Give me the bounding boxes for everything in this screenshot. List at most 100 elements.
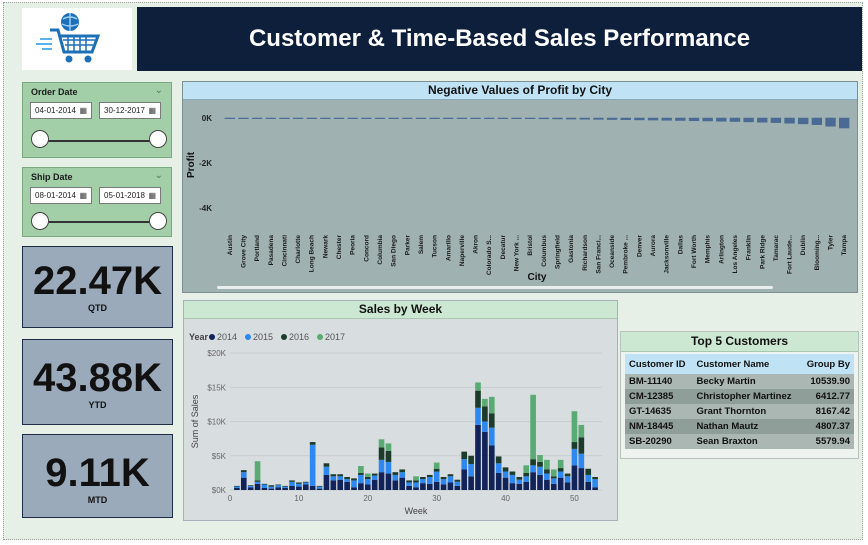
column-header[interactable]: Customer Name — [692, 354, 801, 374]
bar-segment — [240, 470, 247, 473]
bar-segment — [530, 394, 536, 460]
profit-by-city-chart[interactable]: Negative Values of Profit by City 0K -2K -… — [182, 81, 858, 293]
ship-date-slicer[interactable]: Ship Date ⌄ 08-01-2014 ▦ 05-01-2018 ▦ — [22, 167, 172, 237]
calendar-icon[interactable]: ▦ — [79, 191, 87, 200]
ship-date-start-value: 08-01-2014 — [35, 191, 76, 200]
profit-chart-plot[interactable]: 0K -2K -4K Profit Austin Grove City Portland Pa… — [183, 99, 859, 293]
x-tick-label: New York ... — [514, 235, 521, 271]
bar-segment — [234, 485, 240, 487]
bar-segment — [468, 455, 474, 464]
x-tick-label: Franklin — [746, 235, 753, 260]
bar-segment — [337, 476, 344, 480]
bar-segment — [302, 482, 309, 485]
table-row[interactable]: SB-20290 Sean Braxton 5579.94 — [625, 434, 854, 449]
bar-segment — [309, 444, 316, 486]
bar-segment — [413, 482, 419, 488]
y-tick-label: $10K — [207, 418, 226, 427]
order-date-start-input[interactable]: 04-01-2014 ▦ — [30, 102, 92, 119]
bar-segment — [544, 479, 550, 490]
x-tick-label: Decatur — [500, 235, 507, 260]
bar-segment — [337, 474, 344, 477]
bar — [238, 117, 249, 119]
bar — [374, 117, 386, 119]
ship-date-slider-end-handle[interactable] — [149, 212, 167, 230]
x-tick-label: Naperville — [459, 235, 466, 266]
ship-date-slider-track[interactable] — [39, 221, 155, 223]
sales-by-week-chart[interactable]: Sales by Week Year 2014 2015 2016 2017 $0K $5K… — [183, 300, 618, 521]
bar-segment — [364, 479, 371, 485]
page-title: Customer & Time-Based Sales Performance — [137, 7, 862, 71]
kpi-mtd-label: MTD — [87, 495, 108, 505]
x-tick-label: Grove City — [240, 235, 247, 268]
top-customers-table[interactable]: Top 5 Customers Customer ID Customer Nam… — [620, 331, 859, 459]
x-tick-label: Austin — [227, 235, 234, 255]
table-row[interactable]: BM-11140 Becky Martin 10539.90 — [625, 374, 854, 389]
bar — [838, 117, 850, 129]
table-row[interactable]: NM-18445 Nathan Mautz 4807.37 — [625, 419, 854, 434]
bar — [511, 117, 522, 119]
order-date-slider-track[interactable] — [39, 140, 155, 142]
table-row[interactable]: GT-14635 Grant Thornton 8167.42 — [625, 404, 854, 419]
x-tick-label: Denver — [636, 235, 643, 258]
bar — [716, 117, 727, 122]
cell-group-by: 10539.90 — [810, 376, 850, 387]
bar-segment — [482, 421, 488, 432]
chevron-down-icon[interactable]: ⌄ — [154, 85, 163, 96]
order-date-slicer[interactable]: Order Date ⌄ 04-01-2014 ▦ 30-12-2017 ▦ — [22, 82, 172, 158]
kpi-ytd-value: 43.88K — [33, 356, 162, 400]
bar-segment — [454, 479, 461, 482]
bar-segment — [344, 479, 350, 482]
bar-segment — [557, 459, 564, 469]
bar-segment — [385, 443, 392, 451]
bar — [347, 117, 358, 119]
calendar-icon[interactable]: ▦ — [148, 106, 156, 115]
y-axis-label: Profit — [186, 151, 197, 178]
chevron-down-icon[interactable]: ⌄ — [154, 170, 163, 181]
bar-segment — [344, 476, 350, 480]
bar-segment — [364, 473, 371, 477]
week-chart-plot[interactable]: Year 2014 2015 2016 2017 $0K $5K $10K $15K $20K 0 1… — [184, 318, 619, 522]
horizontal-scrollbar[interactable] — [217, 286, 773, 289]
order-date-slider-end-handle[interactable] — [149, 130, 167, 148]
bar — [579, 117, 590, 120]
bar-segment — [240, 477, 247, 490]
legend-entry: 2014 — [217, 332, 237, 342]
y-tick-label: -2K — [199, 159, 212, 168]
legend-marker — [317, 334, 323, 340]
bar-segment — [351, 487, 357, 490]
bar — [552, 117, 563, 120]
bar-segment — [433, 462, 440, 469]
ship-date-end-input[interactable]: 05-01-2018 ▦ — [99, 187, 161, 204]
page-title-text: Customer & Time-Based Sales Performance — [248, 25, 751, 52]
calendar-icon[interactable]: ▦ — [79, 106, 87, 115]
ship-date-slider-start-handle[interactable] — [31, 212, 49, 230]
bar-segment — [261, 484, 268, 488]
bar — [224, 117, 236, 119]
bar-segment — [440, 484, 447, 490]
x-tick-label: Bristol — [527, 235, 534, 256]
legend-marker — [209, 334, 215, 340]
bar-segment — [592, 476, 598, 480]
x-tick-label: Tucson — [432, 235, 439, 258]
profit-chart-title: Negative Values of Profit by City — [183, 82, 857, 100]
bar-segment — [406, 485, 412, 490]
bar-segment — [578, 424, 585, 438]
bar-segment — [261, 483, 268, 485]
bar-segment — [523, 472, 530, 477]
x-tick-label: Long Beach — [309, 235, 316, 272]
bar-segment — [509, 471, 516, 475]
bar-segment — [316, 488, 323, 490]
column-header[interactable]: Customer ID — [625, 354, 693, 374]
ship-date-start-input[interactable]: 08-01-2014 ▦ — [30, 187, 92, 204]
table-row[interactable]: CM-12385 Christopher Martinez 6412.77 — [625, 389, 854, 404]
order-date-slider-start-handle[interactable] — [31, 130, 49, 148]
x-tick-label: Fort Worth — [691, 235, 698, 268]
calendar-icon[interactable]: ▦ — [148, 191, 156, 200]
column-header[interactable]: Group By — [800, 354, 854, 374]
cell-customer-id: NM-18445 — [629, 421, 674, 432]
bar-segment — [468, 476, 474, 490]
x-tick-label: Newark — [322, 235, 329, 259]
order-date-end-input[interactable]: 30-12-2017 ▦ — [99, 102, 161, 119]
bar — [743, 117, 754, 123]
bar-segment — [557, 468, 564, 472]
